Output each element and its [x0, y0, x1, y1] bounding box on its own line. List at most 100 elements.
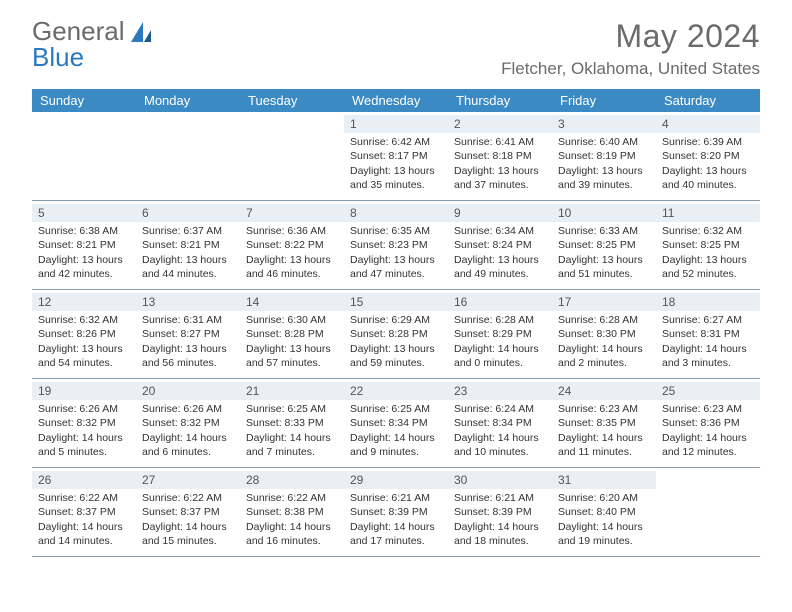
day-number: 7: [240, 204, 344, 222]
sunrise-line: Sunrise: 6:24 AM: [454, 402, 546, 416]
daylight-line: Daylight: 14 hours and 19 minutes.: [558, 520, 650, 548]
empty-cell: [136, 112, 240, 200]
sunrise-line: Sunrise: 6:37 AM: [142, 224, 234, 238]
day-number: 6: [136, 204, 240, 222]
sunset-line: Sunset: 8:34 PM: [350, 416, 442, 430]
day-cell: 2Sunrise: 6:41 AMSunset: 8:18 PMDaylight…: [448, 112, 552, 200]
sunrise-line: Sunrise: 6:23 AM: [558, 402, 650, 416]
day-cell: 25Sunrise: 6:23 AMSunset: 8:36 PMDayligh…: [656, 379, 760, 467]
daylight-line: Daylight: 14 hours and 9 minutes.: [350, 431, 442, 459]
day-cell: 15Sunrise: 6:29 AMSunset: 8:28 PMDayligh…: [344, 290, 448, 378]
daylight-line: Daylight: 13 hours and 44 minutes.: [142, 253, 234, 281]
daylight-line: Daylight: 13 hours and 37 minutes.: [454, 164, 546, 192]
sunset-line: Sunset: 8:37 PM: [142, 505, 234, 519]
empty-cell: [240, 112, 344, 200]
sail-icon: [129, 20, 155, 46]
calendar-week: 1 Sunrise: 6:42 AMSunset: 8:17 PM Daylight…: [32, 112, 760, 201]
sunrise-line: Sunrise: 6:42 AM: [350, 135, 442, 149]
day-cell: 10Sunrise: 6:33 AMSunset: 8:25 PMDayligh…: [552, 201, 656, 289]
location-text: Fletcher, Oklahoma, United States: [501, 59, 760, 79]
daylight-line: Daylight: 13 hours and 46 minutes.: [246, 253, 338, 281]
sunset-line: Sunset: 8:39 PM: [454, 505, 546, 519]
day-number: 9: [448, 204, 552, 222]
day-number: 22: [344, 382, 448, 400]
day-cell: 4Sunrise: 6:39 AMSunset: 8:20 PMDaylight…: [656, 112, 760, 200]
sunset-line: Sunset: 8:29 PM: [454, 327, 546, 341]
daylight-line: Daylight: 14 hours and 12 minutes.: [662, 431, 754, 459]
sunrise-line: Sunrise: 6:28 AM: [558, 313, 650, 327]
day-cell: 17Sunrise: 6:28 AMSunset: 8:30 PMDayligh…: [552, 290, 656, 378]
sunset-line: Sunset: 8:19 PM: [558, 149, 650, 163]
day-number: 25: [656, 382, 760, 400]
brand-word2: Blue: [32, 42, 84, 72]
empty-cell: [656, 468, 760, 556]
day-cell: 30Sunrise: 6:21 AMSunset: 8:39 PMDayligh…: [448, 468, 552, 556]
sunset-line: Sunset: 8:38 PM: [246, 505, 338, 519]
daylight-line: Daylight: 14 hours and 17 minutes.: [350, 520, 442, 548]
sunset-line: Sunset: 8:28 PM: [246, 327, 338, 341]
sunset-line: Sunset: 8:39 PM: [350, 505, 442, 519]
calendar-week: 5Sunrise: 6:38 AMSunset: 8:21 PMDaylight…: [32, 201, 760, 290]
day-number: 29: [344, 471, 448, 489]
day-cell: 28 Sunrise: 6:22 AMSunset: 8:38 PMDayligh…: [240, 468, 344, 556]
day-number: 1: [344, 115, 448, 133]
day-number: 24: [552, 382, 656, 400]
day-cell: 5Sunrise: 6:38 AMSunset: 8:21 PMDaylight…: [32, 201, 136, 289]
day-cell: 24Sunrise: 6:23 AMSunset: 8:35 PMDayligh…: [552, 379, 656, 467]
sunrise-line: Sunrise: 6:22 AM: [246, 491, 338, 505]
daylight-line: Daylight: 14 hours and 6 minutes.: [142, 431, 234, 459]
day-cell: 7Sunrise: 6:36 AMSunset: 8:22 PMDaylight…: [240, 201, 344, 289]
day-cell: 23Sunrise: 6:24 AMSunset: 8:34 PMDayligh…: [448, 379, 552, 467]
day-cell: 3Sunrise: 6:40 AMSunset: 8:19 PMDaylight…: [552, 112, 656, 200]
day-number: 18: [656, 293, 760, 311]
sunset-line: Sunset: 8:17 PM: [350, 149, 442, 163]
weekday-label: Wednesday: [344, 89, 448, 112]
sunset-line: Sunset: 8:40 PM: [558, 505, 650, 519]
sunrise-line: Sunrise: 6:25 AM: [246, 402, 338, 416]
weekday-label: Thursday: [448, 89, 552, 112]
calendar-grid: SundayMondayTuesdayWednesdayThursdayFrid…: [32, 89, 760, 557]
sunrise-line: Sunrise: 6:32 AM: [662, 224, 754, 238]
sunset-line: Sunset: 8:28 PM: [350, 327, 442, 341]
weekday-label: Saturday: [656, 89, 760, 112]
month-title: May 2024: [501, 18, 760, 55]
brand-logo: General Blue: [32, 18, 155, 70]
day-number: 4: [656, 115, 760, 133]
sunset-line: Sunset: 8:18 PM: [454, 149, 546, 163]
day-number: 20: [136, 382, 240, 400]
day-number: 2: [448, 115, 552, 133]
sunset-line: Sunset: 8:23 PM: [350, 238, 442, 252]
daylight-line: Daylight: 14 hours and 16 minutes.: [246, 520, 338, 548]
day-number: [656, 471, 760, 489]
daylight-line: Daylight: 13 hours and 57 minutes.: [246, 342, 338, 370]
sunrise-line: Sunrise: 6:27 AM: [662, 313, 754, 327]
sunset-line: Sunset: 8:30 PM: [558, 327, 650, 341]
daylight-line: Daylight: 13 hours and 39 minutes.: [558, 164, 650, 192]
sunset-line: Sunset: 8:33 PM: [246, 416, 338, 430]
weekday-label: Sunday: [32, 89, 136, 112]
sunrise-line: Sunrise: 6:30 AM: [246, 313, 338, 327]
day-cell: 13Sunrise: 6:31 AMSunset: 8:27 PMDayligh…: [136, 290, 240, 378]
daylight-line: Daylight: 14 hours and 11 minutes.: [558, 431, 650, 459]
weekday-label: Tuesday: [240, 89, 344, 112]
daylight-line: Daylight: 14 hours and 15 minutes.: [142, 520, 234, 548]
daylight-line: Daylight: 13 hours and 54 minutes.: [38, 342, 130, 370]
sunset-line: Sunset: 8:26 PM: [38, 327, 130, 341]
day-number: 26: [32, 471, 136, 489]
day-number: [240, 115, 344, 133]
daylight-line: Daylight: 13 hours and 52 minutes.: [662, 253, 754, 281]
sunrise-line: Sunrise: 6:34 AM: [454, 224, 546, 238]
day-number: 8: [344, 204, 448, 222]
day-cell: 29Sunrise: 6:21 AMSunset: 8:39 PMDayligh…: [344, 468, 448, 556]
sunrise-line: Sunrise: 6:29 AM: [350, 313, 442, 327]
sunset-line: Sunset: 8:31 PM: [662, 327, 754, 341]
day-number: 28: [240, 471, 344, 489]
daylight-line: Daylight: 14 hours and 18 minutes.: [454, 520, 546, 548]
daylight-line: Daylight: 14 hours and 5 minutes.: [38, 431, 130, 459]
sunset-line: Sunset: 8:21 PM: [38, 238, 130, 252]
sunrise-line: Sunrise: 6:26 AM: [142, 402, 234, 416]
day-number: 16: [448, 293, 552, 311]
day-cell: 8Sunrise: 6:35 AMSunset: 8:23 PMDaylight…: [344, 201, 448, 289]
daylight-line: Daylight: 13 hours and 42 minutes.: [38, 253, 130, 281]
day-number: [136, 115, 240, 133]
